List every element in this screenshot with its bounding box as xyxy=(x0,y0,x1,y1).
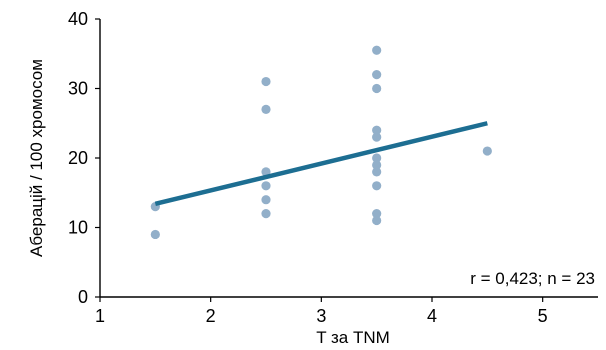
y-tick-label-0: 0 xyxy=(78,287,88,307)
x-tick-label-2: 2 xyxy=(206,306,216,326)
data-point-2 xyxy=(150,229,160,240)
data-point-20 xyxy=(482,146,492,156)
y-tick-label-30: 30 xyxy=(68,79,88,99)
x-tick-label-4: 4 xyxy=(427,306,437,326)
data-point-10 xyxy=(372,70,382,80)
data-point-18 xyxy=(372,209,382,219)
data-point-8 xyxy=(261,209,271,219)
data-point-16 xyxy=(372,167,382,177)
data-point-15 xyxy=(372,160,382,170)
data-point-4 xyxy=(261,104,271,114)
x-tick-label-3: 3 xyxy=(316,306,326,326)
data-point-7 xyxy=(261,195,271,205)
data-point-6 xyxy=(261,181,271,191)
data-point-11 xyxy=(372,83,382,94)
data-point-9 xyxy=(372,45,382,55)
data-point-12 xyxy=(372,125,382,135)
points-layer xyxy=(150,45,492,240)
x-tick-label-1: 1 xyxy=(95,306,105,326)
data-point-3 xyxy=(261,76,271,87)
data-point-14 xyxy=(372,153,382,163)
data-point-17 xyxy=(372,181,382,191)
y-tick-label-40: 40 xyxy=(68,9,88,29)
stats-annotation: r = 0,423; n = 23 xyxy=(470,269,595,288)
trendline-layer xyxy=(154,121,488,207)
y-tick-label-10: 10 xyxy=(68,218,88,238)
x-axis-title: T за TNM xyxy=(316,328,390,347)
trend-line xyxy=(154,121,488,207)
data-point-19 xyxy=(372,215,382,226)
y-tick-label-20: 20 xyxy=(68,148,88,168)
y-axis-title: Аберацій / 100 хромосом xyxy=(27,59,46,257)
ticks-layer: 0 10 20 30 40 1 2 3 4 5 xyxy=(68,9,548,326)
data-point-13 xyxy=(372,132,382,142)
x-tick-label-5: 5 xyxy=(538,306,548,326)
